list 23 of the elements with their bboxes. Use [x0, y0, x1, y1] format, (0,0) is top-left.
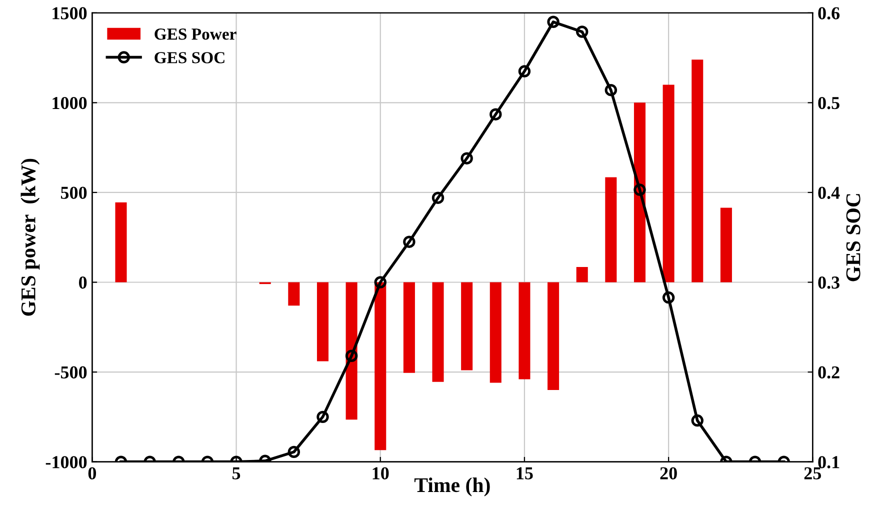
y-axis-title: GES power (kW) [20, 158, 40, 316]
y2-tick-label: 0.5 [818, 96, 840, 110]
x-tick-label: 0 [88, 467, 96, 480]
x-tick-label: 15 [516, 467, 533, 480]
y-tick-label: 1500 [52, 7, 87, 20]
y2-axis-title: GES SOC [846, 194, 860, 282]
y2-tick-label: 0.2 [818, 366, 840, 379]
x-tick-label: 5 [232, 467, 240, 480]
x-tick-label: 20 [660, 467, 677, 480]
legend-label: GES SOC [154, 52, 224, 64]
y2-tick-label: 0.1 [818, 456, 840, 468]
y2-tick-label: 0.3 [818, 276, 840, 289]
legend-label: GES Power [154, 28, 236, 40]
y-tick-label: 500 [60, 186, 87, 199]
y2-tick-label: 0.4 [818, 186, 840, 199]
x-tick-label: 25 [804, 467, 822, 480]
y-tick-label: 1000 [52, 96, 87, 110]
y2-tick-label: 0.6 [818, 7, 840, 20]
y-tick-label: -500 [54, 366, 87, 378]
x-tick-label: 10 [372, 467, 389, 480]
x-axis-title: Time (h) [414, 478, 490, 496]
y-tick-label: 0 [78, 276, 87, 289]
y-tick-label: -1000 [46, 456, 87, 468]
